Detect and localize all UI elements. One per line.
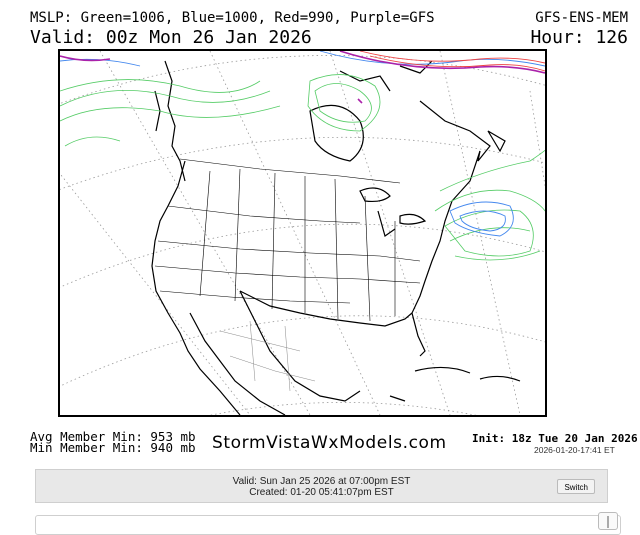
mexico-states (219, 320, 316, 392)
switch-button[interactable]: Switch (557, 479, 595, 494)
forecast-hour: Hour: 126 (530, 27, 628, 48)
contours-blue-1000 (60, 51, 545, 237)
contours-purple-gfs (60, 51, 545, 104)
info-valid-time: Valid: Sun Jan 25 2026 at 07:00pm EST (232, 476, 411, 487)
site-watermark: StormVistaWxModels.com (212, 433, 447, 453)
info-created-time: Created: 01-20 05:41:07pm EST (249, 487, 394, 498)
min-member-min: Min Member Min: 940 mb (30, 440, 196, 455)
forecast-map (58, 49, 547, 417)
scrollbar-handle[interactable] (598, 512, 618, 530)
init-time: Init: 18z Tue 20 Jan 2026 (472, 432, 638, 445)
model-name: GFS-ENS-MEM (535, 10, 628, 26)
info-bar: Valid: Sun Jan 25 2026 at 07:00pm EST Cr… (35, 469, 608, 503)
contours-red-990 (359, 51, 545, 72)
contours-green-1006 (60, 74, 545, 261)
graticule (60, 51, 545, 415)
created-timestamp: 2026-01-20-17:41 ET (534, 445, 615, 455)
lower-panel (35, 515, 621, 535)
valid-time: Valid: 00z Mon 26 Jan 2026 (30, 27, 312, 48)
avg-member-min: Avg Member Min: 953 mb (30, 429, 196, 444)
map-title: MSLP: Green=1006, Blue=1000, Red=990, Pu… (30, 10, 435, 26)
political-boundaries (154, 158, 421, 322)
map-canvas (60, 51, 545, 415)
